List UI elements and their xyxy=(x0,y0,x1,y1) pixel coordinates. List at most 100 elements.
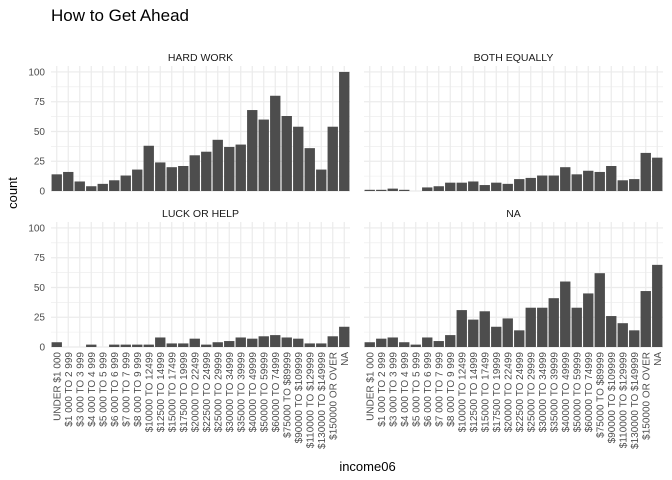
bar xyxy=(525,177,536,191)
x-tick-label: $5 000 TO 5 999 xyxy=(411,352,422,427)
bar xyxy=(387,337,398,347)
bar xyxy=(270,335,281,347)
bar xyxy=(339,71,350,191)
y-tick-label: 50 xyxy=(34,127,46,138)
x-tick-label: $3 000 TO 3 999 xyxy=(388,352,399,427)
bar xyxy=(387,188,398,191)
bar xyxy=(468,181,479,191)
x-tick-label: NA xyxy=(653,352,664,366)
bar xyxy=(571,307,582,347)
facet-panel: HARD WORK 0 25 50 75 100 xyxy=(28,52,350,198)
bar xyxy=(97,183,108,191)
bar xyxy=(364,189,375,191)
bar xyxy=(491,182,502,191)
chart-title: How to Get Ahead xyxy=(51,6,189,25)
bar xyxy=(63,171,74,191)
x-tick-label: $5 000 TO 5 999 xyxy=(98,352,109,427)
bar xyxy=(212,139,223,191)
x-tick-label: $20000 TO 22499 xyxy=(190,352,201,433)
bar xyxy=(456,310,467,347)
bar xyxy=(120,344,131,347)
bar xyxy=(224,341,235,347)
facet-panel: NA UNDER $1 000 $1 000 TO 2 999 $3 000 TO 3… xyxy=(364,208,664,449)
bar xyxy=(629,179,640,191)
bar xyxy=(606,316,617,347)
bar xyxy=(281,116,292,191)
bar xyxy=(304,343,315,347)
bar xyxy=(51,174,62,191)
bar xyxy=(433,186,444,191)
y-tick-label: 75 xyxy=(34,97,46,108)
facet-panels: HARD WORK 0 25 50 75 100 BOTH EQUALLY LUCK OR H… xyxy=(28,52,663,449)
x-tick-label: $90000 TO $109999 xyxy=(294,352,305,444)
bar xyxy=(166,167,177,191)
y-tick-label: 75 xyxy=(34,253,46,264)
facet-panel: LUCK OR HELP 0 25 50 75 100 UNDER $1 000 $1 000… xyxy=(28,208,350,449)
x-tick-label: $35000 TO 39999 xyxy=(549,352,560,433)
bar xyxy=(376,189,387,191)
bar xyxy=(629,330,640,347)
bar xyxy=(548,298,559,347)
y-tick-label: 25 xyxy=(34,313,46,324)
x-tick-label: $40000 TO 49999 xyxy=(561,352,572,433)
x-tick-label: $1 000 TO 2 999 xyxy=(64,352,75,427)
bar xyxy=(479,185,490,191)
x-tick-label: $7 000 TO 7 999 xyxy=(121,352,132,427)
x-tick-label: $17500 TO 19999 xyxy=(492,352,503,433)
x-tick-label: $4 000 TO 4 999 xyxy=(400,352,411,427)
bar xyxy=(445,182,456,191)
bar xyxy=(652,264,663,347)
bar xyxy=(143,344,154,347)
x-tick-label: $8 000 TO 9 999 xyxy=(133,352,144,427)
bar xyxy=(109,344,120,347)
bar xyxy=(235,337,246,347)
facet-strip-label: LUCK OR HELP xyxy=(162,208,239,220)
bar xyxy=(270,95,281,191)
x-tick-label: $8 000 TO 9 999 xyxy=(446,352,457,427)
bar xyxy=(293,338,304,347)
x-tick-label: $10000 TO 12499 xyxy=(457,352,468,433)
bar xyxy=(132,169,143,191)
x-tick-label: $1 000 TO 2 999 xyxy=(377,352,388,427)
bar xyxy=(155,162,166,191)
x-tick-label: $30000 TO 34999 xyxy=(538,352,549,433)
facet-strip-label: HARD WORK xyxy=(168,52,233,64)
bar xyxy=(120,175,131,191)
bar xyxy=(468,319,479,347)
gridlines xyxy=(364,66,663,192)
bar xyxy=(86,344,97,347)
bar xyxy=(594,273,605,347)
bar xyxy=(258,119,269,191)
x-tick-label: $25000 TO 29999 xyxy=(526,352,537,433)
bar xyxy=(583,293,594,347)
bar xyxy=(247,338,258,347)
x-tick-label: UNDER $1 000 xyxy=(52,352,63,421)
bar xyxy=(201,344,212,347)
bar xyxy=(247,110,258,191)
bar xyxy=(399,342,410,347)
x-tick-label: $150000 OR OVER xyxy=(328,352,339,440)
x-tick-label: $110000 TO $129999 xyxy=(618,352,629,449)
x-tick-label: $75000 TO $89999 xyxy=(282,352,293,438)
bar xyxy=(502,318,513,347)
y-axis-title: count xyxy=(5,177,20,209)
x-tick-label: $22500 TO 24999 xyxy=(202,352,213,433)
y-tick-label: 0 xyxy=(39,343,45,354)
y-tick-label: 0 xyxy=(39,187,45,198)
bar xyxy=(491,326,502,347)
x-tick-label: $90000 TO $109999 xyxy=(607,352,618,444)
x-tick-label: NA xyxy=(340,352,351,366)
x-tick-label: $30000 TO 34999 xyxy=(225,352,236,433)
bar xyxy=(640,152,651,191)
y-tick-label: 100 xyxy=(28,67,45,78)
bar xyxy=(652,157,663,191)
x-tick-label: $130000 TO $149999 xyxy=(317,352,328,449)
x-axis-title: income06 xyxy=(339,459,395,474)
bar xyxy=(339,326,350,347)
bar xyxy=(51,342,62,347)
bar xyxy=(258,336,269,347)
bar xyxy=(606,166,617,191)
x-tick-label: $7 000 TO 7 999 xyxy=(434,352,445,427)
x-tick-label: $6 000 TO 6 999 xyxy=(110,352,121,427)
